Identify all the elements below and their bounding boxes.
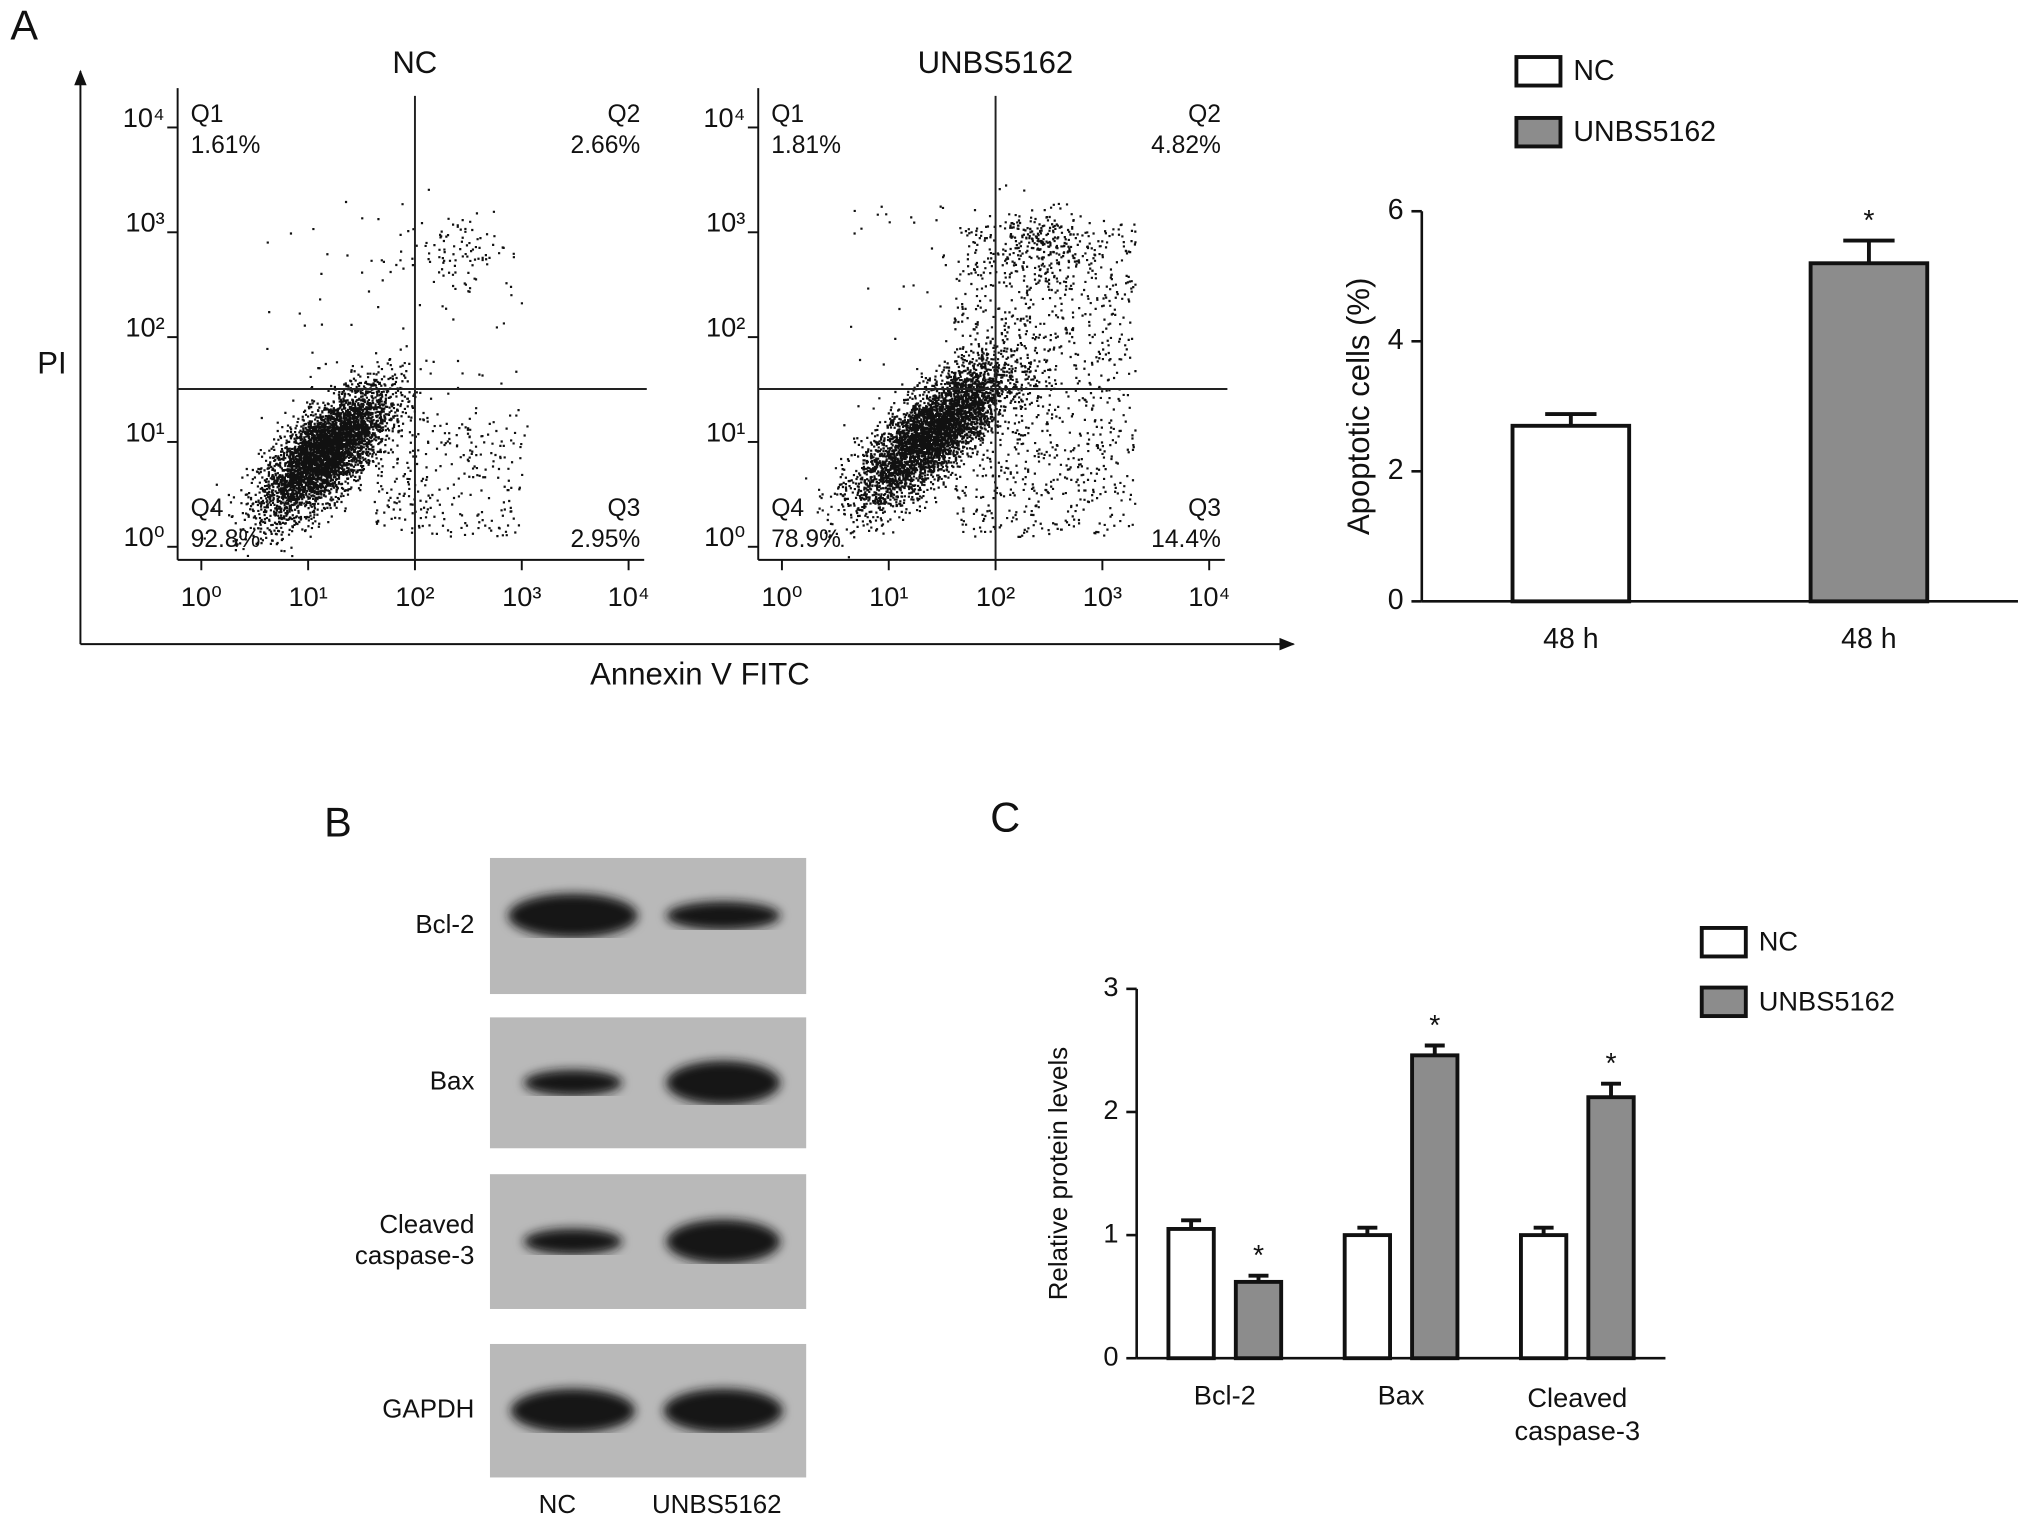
blot-row-label: Bax	[430, 1068, 475, 1096]
x-axis-label: Annexin V FITC	[590, 657, 809, 692]
chart-title: UNBS5162	[918, 45, 1074, 80]
y-tick-label: 10¹	[706, 416, 745, 447]
blot-band	[508, 893, 638, 938]
bar	[1410, 1053, 1460, 1361]
x-tick-label: 10⁰	[761, 581, 802, 612]
significance-mark: *	[1605, 1048, 1616, 1080]
blot-row-label: GAPDH	[382, 1396, 474, 1424]
panel-label: B	[324, 799, 352, 846]
significance-mark: *	[1253, 1240, 1264, 1272]
blot-band	[666, 1219, 781, 1264]
x-tick-label: 10¹	[869, 581, 908, 612]
bar	[1233, 1279, 1284, 1361]
quadrant-value: 4.82%	[1151, 132, 1221, 159]
blot-lane-label: UNBS5162	[652, 1491, 782, 1519]
legend-swatch	[1699, 926, 1748, 959]
y-tick-label: 0	[1103, 1340, 1118, 1371]
y-tick-label: 10⁴	[123, 102, 165, 133]
bar	[1808, 261, 1930, 604]
x-tick-label: 10⁴	[608, 581, 650, 612]
x-tick-label: 48 h	[1841, 623, 1896, 655]
quadrant-value: 14.4%	[1151, 526, 1221, 553]
y-tick-label: 0	[1388, 584, 1404, 616]
y-tick-label: 10³	[706, 207, 745, 238]
x-tick-label: 10¹	[288, 581, 327, 612]
y-tick-label: 10⁰	[123, 521, 164, 552]
y-tick-label: 2	[1103, 1094, 1118, 1125]
x-tick-label: 10²	[395, 581, 434, 612]
legend-swatch	[1514, 55, 1563, 88]
legend-swatch	[1699, 985, 1748, 1019]
quadrant-value: 2.95%	[571, 526, 641, 553]
quadrant-name: Q2	[1188, 101, 1221, 128]
event-dots	[203, 188, 529, 558]
y-tick-label: 10¹	[125, 416, 164, 447]
quadrant-name: Q3	[1188, 495, 1221, 522]
event-dots	[805, 184, 1137, 559]
x-tick-label: 10⁰	[181, 581, 222, 612]
x-tick-label: Bcl-2	[1194, 1379, 1256, 1410]
x-tick-label: Bax	[1378, 1379, 1425, 1410]
bar	[1342, 1233, 1392, 1361]
blot-band	[666, 1060, 781, 1105]
quadrant-value: 1.61%	[191, 132, 261, 159]
blot-row-label: Bcl-2	[415, 911, 474, 939]
x-tick-label: 48 h	[1543, 623, 1598, 655]
panel-label: A	[10, 1, 38, 48]
quadrant-value: 78.9%	[771, 526, 841, 553]
y-tick-label: 10⁰	[704, 521, 745, 552]
blot-band	[523, 1069, 623, 1096]
x-tick-label: 10⁴	[1188, 581, 1230, 612]
quadrant-name: Q3	[607, 495, 640, 522]
significance-mark: *	[1863, 205, 1874, 237]
legend-label: NC	[1759, 926, 1798, 957]
quadrant-name: Q1	[191, 101, 224, 128]
blot-row-label: Cleaved caspase-3	[355, 1211, 475, 1270]
legend-swatch	[1514, 115, 1563, 149]
chart-title: NC	[392, 45, 437, 80]
x-tick-label: Cleaved caspase-3	[1515, 1382, 1641, 1446]
x-tick-label: 10²	[976, 581, 1015, 612]
y-tick-label: 10²	[706, 312, 745, 343]
blot-band	[523, 1228, 623, 1255]
blot-band	[663, 1388, 783, 1433]
blot-lane-label: NC	[539, 1491, 576, 1519]
y-axis-label: Relative protein levels	[1045, 1047, 1073, 1300]
y-tick-label: 4	[1388, 324, 1404, 356]
quadrant-name: Q2	[607, 101, 640, 128]
y-tick-label: 10⁴	[703, 102, 745, 133]
y-axis-label: Apoptotic cells (%)	[1341, 278, 1376, 535]
quadrant-name: Q1	[771, 101, 804, 128]
y-tick-label: 2	[1388, 454, 1404, 486]
bar	[1510, 423, 1632, 604]
y-tick-label: 6	[1388, 194, 1404, 226]
quadrant-name: Q4	[771, 495, 804, 522]
bar	[1586, 1095, 1636, 1361]
legend-label: UNBS5162	[1573, 116, 1716, 148]
blot-band	[510, 1388, 636, 1433]
panel-label: C	[990, 793, 1020, 840]
y-tick-label: 3	[1103, 971, 1118, 1002]
significance-mark: *	[1429, 1010, 1440, 1042]
y-tick-label: 1	[1103, 1217, 1118, 1248]
legend-label: NC	[1573, 55, 1614, 87]
quadrant-value: 1.81%	[771, 132, 841, 159]
x-tick-label: 10³	[502, 581, 541, 612]
quadrant-name: Q4	[191, 495, 224, 522]
legend-label: UNBS5162	[1759, 985, 1895, 1016]
quadrant-value: 92.8%	[191, 526, 261, 553]
y-tick-label: 10³	[125, 207, 164, 238]
blot-band	[666, 901, 781, 930]
bar	[1519, 1233, 1569, 1361]
bar	[1166, 1227, 1216, 1361]
y-tick-label: 10²	[125, 312, 164, 343]
x-tick-label: 10³	[1083, 581, 1122, 612]
y-axis-label: PI	[37, 346, 66, 381]
quadrant-value: 2.66%	[571, 132, 641, 159]
